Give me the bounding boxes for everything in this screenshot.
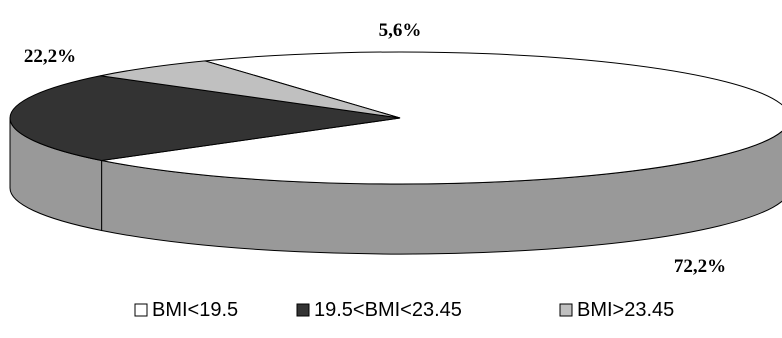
legend-item-19-5-bmi-23-45: 19.5<BMI<23.45	[296, 299, 462, 321]
pie-slices	[9, 51, 782, 185]
legend-swatch	[134, 303, 148, 317]
legend-label: BMI>23.45	[577, 299, 674, 321]
pie-slice-19-5-bmi-23-45	[9, 75, 401, 162]
legend: BMI<19.5 19.5<BMI<23.45 BMI>23.45	[134, 299, 674, 321]
legend-label: BMI<19.5	[152, 299, 238, 321]
data-label-bmi-23-45: 5,6%	[379, 20, 422, 41]
pie-labels: 72,2% 22,2% 5,6%	[24, 20, 726, 277]
legend-item-bmi-23-45: BMI>23.45	[559, 299, 674, 321]
pie-slice-bmi-23-45	[100, 60, 401, 119]
legend-swatch	[296, 303, 310, 317]
legend-label: 19.5<BMI<23.45	[314, 299, 462, 321]
pie-slice-bmi-19-5	[101, 51, 782, 185]
data-label-bmi-19-5: 72,2%	[674, 256, 726, 277]
legend-swatch	[559, 303, 573, 317]
legend-item-bmi-19-5: BMI<19.5	[134, 299, 238, 321]
data-label-19-5-bmi-23-45: 22,2%	[24, 46, 76, 67]
